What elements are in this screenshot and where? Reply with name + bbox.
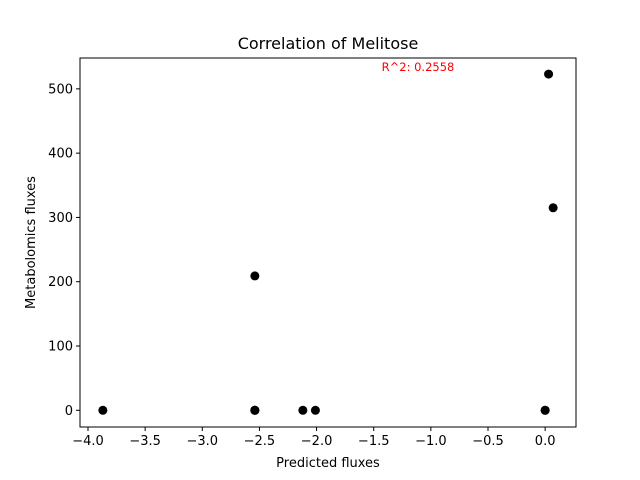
y-tick-label: 0 [65,404,73,419]
x-tick-label: −0.5 [472,434,504,449]
data-point [298,405,308,415]
y-axis-label: Metabolomics fluxes [24,176,39,309]
y-tick-label: 500 [48,82,73,97]
data-point [250,405,260,415]
x-tick-label: 0.0 [535,434,556,449]
data-point [540,405,550,415]
y-tick-label: 300 [48,211,73,226]
x-tick-label: −3.5 [129,434,161,449]
data-point [310,405,320,415]
data-point [544,69,554,79]
plot-frame [79,57,577,428]
data-points [98,69,558,415]
y-axis: 0 100 200 300 400 500 [48,82,80,419]
x-tick-label: −1.0 [415,434,447,449]
data-point [250,271,260,281]
x-tick-label: −1.5 [358,434,390,449]
chart-title: Correlation of Melitose [238,34,419,53]
y-tick-label: 200 [48,275,73,290]
x-axis-label: Predicted fluxes [276,456,380,471]
x-tick-label: −2.0 [301,434,333,449]
y-tick-label: 400 [48,147,73,162]
data-point [548,203,558,213]
plot-area [79,57,577,428]
x-tick-label: −3.0 [186,434,218,449]
x-tick-label: −2.5 [244,434,276,449]
x-tick-label: −4.0 [72,434,104,449]
y-tick-label: 100 [48,340,73,355]
data-point [98,405,108,415]
r-squared-annotation: R^2: 0.2558 [382,60,455,74]
x-axis: −4.0 −3.5 −3.0 −2.5 −2.0 −1.5 −1.0 −0.5 0.0 [72,427,555,449]
